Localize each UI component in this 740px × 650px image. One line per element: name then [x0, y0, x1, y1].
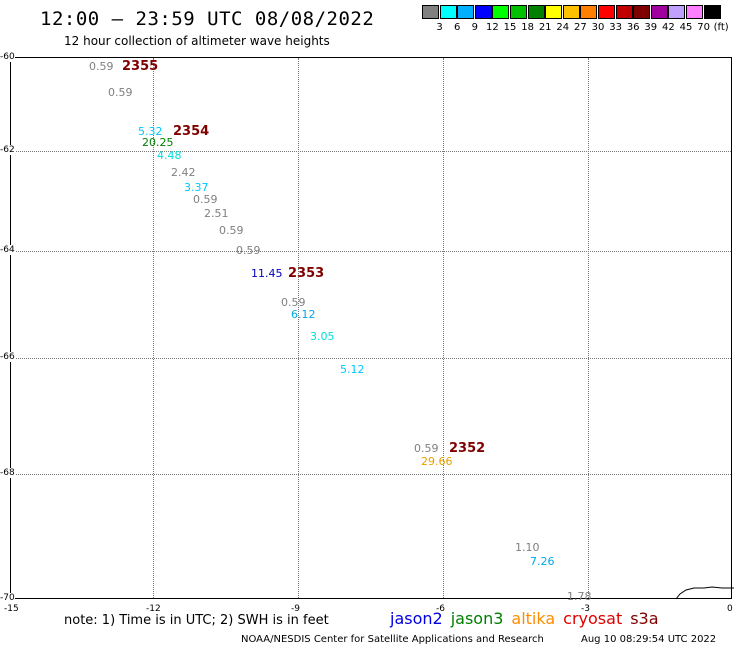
y-tick-label: -70: [0, 593, 15, 603]
legend-swatch: [615, 5, 633, 19]
legend-swatch: [668, 5, 686, 19]
legend-label: 6: [454, 22, 461, 33]
pass-number: 2353: [288, 266, 325, 281]
wave-height-value: 7.26: [530, 555, 555, 568]
legend-swatch: [510, 5, 527, 19]
wave-height-value: 11.45: [251, 267, 283, 280]
gridline-lat: [11, 251, 731, 252]
legend-label: 33: [609, 22, 622, 33]
legend-swatch: [580, 5, 598, 19]
legend-label: 70: [697, 22, 710, 33]
x-tick-label: -12: [146, 604, 161, 614]
gridline-lat: [11, 474, 731, 475]
x-tick-label: -6: [436, 604, 445, 614]
map-subtitle: 12 hour collection of altimeter wave hei…: [64, 34, 330, 48]
legend-label: 45: [679, 22, 693, 33]
gridline-lon: [443, 58, 444, 598]
pass-number: 2354: [173, 124, 210, 139]
y-tick-label: -68: [0, 468, 15, 478]
wave-height-value: 0.59: [219, 224, 244, 237]
satellite-legend: jason2 jason3 altika cryosat s3a: [390, 609, 667, 628]
legend-swatch: [562, 5, 580, 19]
wave-height-value: 1.10: [515, 541, 540, 554]
legend-swatch: [686, 5, 703, 19]
wave-height-value: 1.78: [567, 590, 592, 603]
wave-height-value: 5.32: [138, 125, 163, 138]
legend-swatch: [545, 5, 563, 19]
coastline: [675, 586, 734, 600]
legend-swatch: [422, 5, 439, 19]
wave-height-value: 3.37: [184, 181, 209, 194]
legend-swatch: [527, 5, 545, 19]
x-tick-label: -3: [581, 604, 590, 614]
wave-height-value: 0.59: [414, 442, 439, 455]
legend-label: 30: [591, 22, 605, 33]
wave-height-value: 6.12: [291, 308, 316, 321]
legend-label: 15: [503, 22, 517, 33]
wave-height-value: 5.12: [340, 363, 365, 376]
satellite-name: s3a: [630, 609, 659, 628]
legend-label: 24: [556, 22, 570, 33]
legend-swatch: [439, 5, 457, 19]
credit-line: NOAA/NESDIS Center for Satellite Applica…: [241, 634, 544, 645]
wave-height-value: 29.66: [421, 455, 453, 468]
legend-label: 12: [486, 22, 499, 33]
legend-swatch: [703, 5, 721, 19]
wave-height-value: 20.25: [142, 136, 174, 149]
legend-swatch: [633, 5, 651, 19]
wave-height-value: 3.05: [310, 330, 335, 343]
legend-label: 42: [662, 22, 675, 33]
x-tick-label: -9: [291, 604, 300, 614]
satellite-name: altika: [511, 609, 556, 628]
wave-height-value: 0.59: [281, 296, 306, 309]
legend-swatch: [457, 5, 475, 19]
map-plot-area: [10, 57, 732, 599]
pass-number: 2355: [122, 59, 159, 74]
y-tick-label: -62: [0, 145, 15, 155]
legend-label: 36: [626, 22, 640, 33]
y-tick-label: -66: [0, 352, 15, 362]
gridline-lat: [11, 358, 731, 359]
wave-height-value: 0.59: [236, 244, 261, 257]
footer-note: note: 1) Time is in UTC; 2) SWH is in fe…: [64, 613, 329, 628]
legend-swatch: [650, 5, 668, 19]
generation-timestamp: Aug 10 08:29:54 UTC 2022: [581, 634, 717, 645]
legend-unit: (ft): [713, 22, 729, 33]
wave-height-value: 2.42: [171, 166, 196, 179]
map-title: 12:00 – 23:59 UTC 08/08/2022: [40, 8, 375, 30]
x-tick-label: -15: [4, 604, 19, 614]
gridline-lon: [153, 58, 154, 598]
legend-swatch: [474, 5, 492, 19]
legend-label: 27: [574, 22, 587, 33]
x-tick-label: 0: [727, 604, 733, 614]
legend-label: 21: [538, 22, 552, 33]
legend-label: 3: [436, 22, 443, 33]
satellite-name: jason3: [450, 609, 504, 628]
wave-height-value: 0.59: [89, 60, 114, 73]
satellite-name: jason2: [390, 609, 443, 628]
legend-swatch: [492, 5, 510, 19]
wave-height-value: 0.59: [108, 86, 133, 99]
y-tick-label: -60: [0, 52, 15, 62]
y-tick-label: -64: [0, 245, 15, 255]
wave-height-value: 4.48: [157, 149, 182, 162]
gridline-lat: [11, 151, 731, 152]
gridline-lon: [298, 58, 299, 598]
wave-height-value: 2.51: [204, 207, 229, 220]
wave-height-value: 0.59: [193, 193, 218, 206]
gridline-lon: [588, 58, 589, 598]
legend-swatch: [598, 5, 615, 19]
legend-label: 9: [471, 22, 478, 33]
legend-label: 39: [644, 22, 658, 33]
legend-label: 18: [521, 22, 534, 33]
satellite-name: cryosat: [563, 609, 623, 628]
pass-number: 2352: [449, 441, 486, 456]
